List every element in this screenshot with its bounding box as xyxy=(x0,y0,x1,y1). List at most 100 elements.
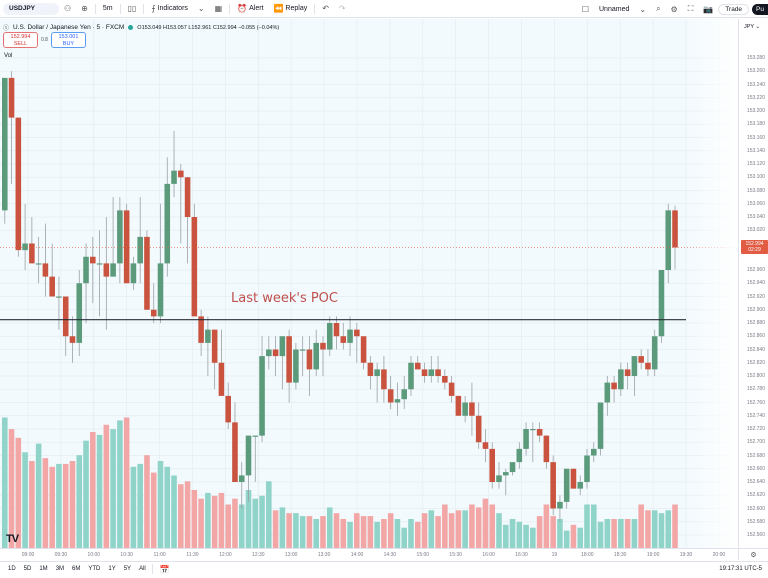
price-tick-label: 152.900 xyxy=(746,306,765,313)
range-button-3m[interactable]: 3M xyxy=(55,566,65,572)
time-axis[interactable]: 09:00 09:30 10:00 10:30 11:00 11:30 12:00 12:30… xyxy=(0,548,738,560)
buy-label: BUY xyxy=(62,41,75,47)
layout-checkbox-icon[interactable]: ☐ xyxy=(581,4,589,14)
settings-gear-icon[interactable]: ⚙ xyxy=(670,4,678,14)
volume-indicator-label[interactable]: Vol xyxy=(4,53,13,59)
alert-button[interactable]: ⏰ Alert xyxy=(232,0,268,18)
spread-value: 0.8 xyxy=(41,37,48,43)
price-tick-label: 152.800 xyxy=(746,373,765,379)
time-tick-label: 11:00 xyxy=(153,552,166,558)
range-button-1y[interactable]: 1Y xyxy=(108,566,116,572)
range-button-1m[interactable]: 1M xyxy=(39,566,48,572)
legend-title[interactable]: U.S. Dollar / Japanese Yen · 5 · FXCM xyxy=(13,24,125,31)
divider xyxy=(314,3,316,14)
price-tick-label: 153.140 xyxy=(746,147,765,154)
chart-settings-icon[interactable]: ⚙ xyxy=(738,548,768,560)
price-tick-label: 152.920 xyxy=(746,293,765,300)
price-tick-label: 153.120 xyxy=(746,161,765,167)
range-button-ytd[interactable]: YTD xyxy=(88,566,101,572)
price-tick-label: 152.840 xyxy=(746,346,765,353)
indicators-button[interactable]: ⨍ Indicators xyxy=(146,0,192,18)
time-tick-label: 15:30 xyxy=(449,552,462,558)
toolbar-right: ☐ Unnamed ⌄ ⌕ ⚙ ⛶ 📷 Trade Pu xyxy=(577,0,768,18)
price-tick-label: 152.720 xyxy=(746,426,765,432)
price-tick-label: 152.700 xyxy=(746,439,765,446)
chevron-down-icon[interactable]: ⌄ xyxy=(639,4,647,14)
divider xyxy=(151,564,153,574)
range-button-6m[interactable]: 6M xyxy=(72,566,81,572)
tradingview-logo[interactable]: TV xyxy=(6,533,19,545)
camera-snapshot-icon[interactable]: 📷 xyxy=(703,4,714,14)
price-tick-label: 153.220 xyxy=(746,94,765,101)
price-tick-label: 152.760 xyxy=(746,399,765,406)
price-tick-label: 152.620 xyxy=(746,492,765,499)
clock-timestamp[interactable]: 19:17:31 UTC-5 xyxy=(719,566,762,572)
time-tick-label: 16:30 xyxy=(515,552,528,558)
sell-button[interactable]: 152.994 SELL xyxy=(3,32,38,48)
redo-icon[interactable]: ↷ xyxy=(338,4,346,13)
time-tick-label: 14:00 xyxy=(350,552,364,558)
templates-grid-icon[interactable]: ▦ xyxy=(214,4,223,13)
price-tick-label: 153.040 xyxy=(746,214,765,220)
chart-pane[interactable]: Last week's POC TV xyxy=(0,19,738,548)
replay-button[interactable]: ⏪ Replay xyxy=(269,0,313,18)
divider xyxy=(143,3,145,14)
chart-legend: ⓢ U.S. Dollar / Japanese Yen · 5 · FXCM … xyxy=(3,23,279,32)
future-area-fade xyxy=(686,19,738,548)
candlestick-chart xyxy=(0,19,738,548)
price-tick-label: 152.960 xyxy=(746,267,765,273)
alarm-clock-icon: ⏰ xyxy=(237,4,248,13)
current-price-badge: 152.994 02:29 xyxy=(741,240,768,255)
price-tick-label: 153.060 xyxy=(746,200,765,207)
price-tick-label: 153.100 xyxy=(746,174,765,181)
time-tick-label: 14:30 xyxy=(383,552,397,558)
range-button-1d[interactable]: 1D xyxy=(8,566,16,572)
price-tick-label: 152.820 xyxy=(746,359,765,366)
range-button-5y[interactable]: 5Y xyxy=(123,566,132,572)
price-tick-label: 153.020 xyxy=(746,227,765,234)
legend-ohlc: O153.049 H153.057 L152.961 C152.994 −0.0… xyxy=(137,24,280,31)
price-tick-label: 152.860 xyxy=(746,333,765,340)
range-button-all[interactable]: All xyxy=(139,566,146,572)
market-open-status-icon xyxy=(128,25,134,30)
chevron-down-icon: ⌄ xyxy=(755,24,761,30)
buy-price: 153.001 xyxy=(58,34,79,40)
compare-icon[interactable]: ⚇ xyxy=(64,4,72,13)
currency-selector[interactable]: JPY ⌄ xyxy=(744,24,760,30)
symbol-search[interactable]: USDJPY xyxy=(3,2,59,15)
price-axis[interactable]: JPY ⌄ 152.994 02:29 153.280 153.260 153.24… xyxy=(738,19,768,548)
price-tick-label: 152.600 xyxy=(746,505,765,512)
interval-button[interactable]: 5m xyxy=(102,5,113,12)
price-tick-label: 152.940 xyxy=(746,280,765,287)
fullscreen-icon[interactable]: ⛶ xyxy=(687,4,694,13)
currency-label: JPY xyxy=(744,24,754,30)
symbol-label: USDJPY xyxy=(9,5,36,12)
layout-name-button[interactable]: Unnamed xyxy=(599,5,630,13)
price-tick-label: 152.640 xyxy=(746,479,765,485)
time-tick-label: 09:00 xyxy=(21,552,35,558)
undo-icon[interactable]: ↶ xyxy=(322,4,329,13)
price-tick-label: 152.880 xyxy=(746,320,765,326)
add-symbol-icon[interactable]: ⊕ xyxy=(81,4,88,13)
bottom-toolbar: 1D 5D 1M 3M 6M YTD 1Y 5Y All 📅 19:17:31 UTC-5 xyxy=(0,561,768,576)
time-tick-label: 13:30 xyxy=(317,552,331,558)
time-tick-label: 18:30 xyxy=(613,552,627,558)
quick-search-icon[interactable]: ⌕ xyxy=(656,4,661,13)
trade-button[interactable]: Trade xyxy=(718,3,750,15)
replay-label: Replay xyxy=(285,5,308,12)
time-tick-label: 18:00 xyxy=(581,552,594,558)
indicators-label: Indicators xyxy=(157,5,188,12)
chevron-down-icon[interactable]: ⌄ xyxy=(197,4,205,13)
sell-price: 152.994 xyxy=(10,34,31,40)
poc-annotation-label[interactable]: Last week's POC xyxy=(231,291,338,306)
candle-style-icon[interactable]: ▯▯ xyxy=(127,4,137,13)
divider xyxy=(94,3,96,14)
current-price: 152.994 xyxy=(745,241,764,248)
buy-button[interactable]: 153.001 BUY xyxy=(50,32,86,48)
price-tick-label: 152.560 xyxy=(746,532,765,538)
symbol-logo-icon: ⓢ xyxy=(3,26,10,32)
goto-date-calendar-icon[interactable]: 📅 xyxy=(159,564,170,574)
price-tick-label: 152.680 xyxy=(746,452,765,459)
publish-button[interactable]: Pu xyxy=(752,3,768,15)
range-button-5d[interactable]: 5D xyxy=(23,566,32,572)
